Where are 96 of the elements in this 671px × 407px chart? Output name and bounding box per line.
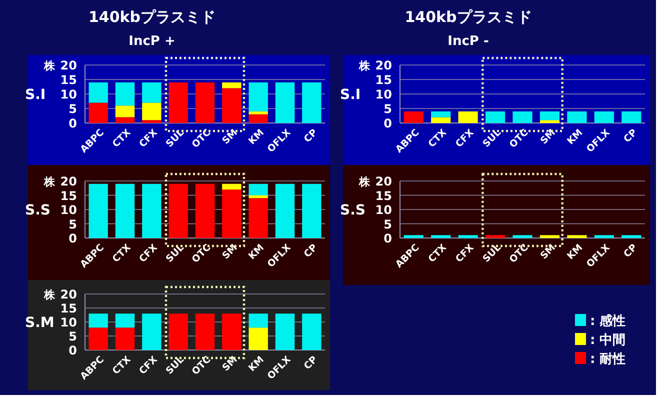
- text: 株: [43, 288, 56, 302]
- chart-title: 140kbプラスミド: [404, 8, 532, 26]
- y-tick-label: 5: [68, 102, 77, 116]
- bar: [540, 111, 560, 120]
- x-tick-label: CP: [622, 242, 640, 260]
- bar: [142, 102, 162, 120]
- legend-label: : 耐性: [590, 352, 626, 367]
- y-tick-label: 15: [375, 73, 392, 87]
- y-tick-label: 5: [68, 217, 77, 232]
- bar: [248, 114, 268, 123]
- y-tick-label: 20: [60, 58, 77, 72]
- chart-subtitle: IncP +: [128, 34, 176, 49]
- x-tick-label: CP: [302, 127, 320, 145]
- y-tick-label: 10: [60, 316, 77, 330]
- legend-label: : 感性: [590, 313, 626, 329]
- bar: [222, 82, 242, 88]
- text: 株: [43, 60, 56, 72]
- bar: [485, 111, 506, 123]
- bar: [88, 82, 108, 103]
- bar: [142, 82, 162, 103]
- x-tick-label: KM: [246, 127, 266, 148]
- y-tick-label: 0: [68, 344, 77, 358]
- y-axis-title: S.M: [25, 315, 54, 331]
- bar: [88, 184, 108, 238]
- bar: [115, 117, 135, 123]
- bar: [222, 88, 242, 123]
- y-axis-title: S.S: [25, 202, 50, 218]
- y-tick-label: 15: [60, 73, 77, 87]
- y-tick-label: 20: [60, 288, 77, 302]
- bar: [222, 184, 242, 190]
- y-tick-label: 5: [384, 102, 392, 116]
- x-tick-label: KM: [565, 127, 586, 148]
- y-tick-label: 10: [375, 203, 392, 217]
- bar: [248, 184, 268, 196]
- bar: [142, 184, 162, 238]
- y-tick-label: 15: [375, 188, 392, 203]
- y-tick-label: 5: [384, 217, 392, 232]
- bar: [302, 184, 322, 238]
- x-tick-label: KM: [246, 242, 266, 262]
- y-tick-label: 0: [384, 116, 392, 130]
- bar: [275, 184, 295, 238]
- bar: [404, 111, 424, 123]
- text: 株: [358, 176, 371, 188]
- y-tick-label: 10: [375, 88, 392, 102]
- bar: [594, 111, 614, 123]
- bar: [222, 190, 242, 238]
- bar: [431, 111, 451, 118]
- y-tick-label: 20: [60, 174, 77, 188]
- y-tick-label: 15: [60, 302, 77, 316]
- bar: [248, 198, 268, 238]
- chart-subtitle: IncP -: [448, 34, 489, 49]
- x-tick-label: KM: [565, 242, 586, 262]
- bar: [567, 111, 587, 123]
- y-tick-label: 20: [375, 174, 392, 188]
- bar: [115, 184, 135, 238]
- x-tick-label: SUL: [481, 127, 504, 150]
- bar: [195, 184, 215, 238]
- y-axis-title: S.I: [25, 87, 46, 103]
- legend-label: : 中間: [590, 333, 626, 348]
- x-tick-label: SUL: [164, 242, 186, 265]
- x-tick-label: SM: [220, 354, 240, 374]
- y-tick-label: 10: [60, 203, 77, 217]
- bar: [512, 111, 532, 123]
- y-tick-label: 15: [60, 188, 77, 203]
- x-tick-label: SM: [220, 242, 240, 262]
- bar: [115, 106, 135, 118]
- y-tick-label: 20: [375, 58, 392, 72]
- bar: [142, 120, 162, 123]
- bar: [540, 120, 560, 123]
- bar: [275, 82, 295, 123]
- y-tick-label: 0: [384, 232, 392, 246]
- bar: [168, 82, 188, 123]
- y-tick-label: 5: [68, 330, 77, 344]
- chart-title: 140kbプラスミド: [88, 8, 216, 26]
- bar: [115, 82, 135, 106]
- y-axis-title: S.I: [340, 87, 361, 103]
- y-tick-label: 0: [68, 116, 77, 130]
- bar: [248, 111, 268, 114]
- x-tick-label: CP: [302, 354, 320, 372]
- bar: [431, 117, 451, 123]
- x-tick-label: SM: [538, 127, 558, 147]
- bar: [302, 82, 322, 123]
- text: 株: [43, 176, 56, 188]
- bar: [195, 82, 215, 123]
- x-tick-label: KM: [246, 354, 266, 374]
- y-tick-label: 0: [68, 232, 77, 246]
- bar: [622, 111, 642, 123]
- x-tick-label: CP: [302, 242, 320, 260]
- x-tick-label: CP: [622, 127, 640, 145]
- text: 株: [358, 60, 371, 72]
- bar: [458, 111, 478, 123]
- y-tick-label: 10: [60, 88, 77, 102]
- y-axis-title: S.S: [340, 202, 366, 218]
- bar: [168, 184, 188, 238]
- bar: [248, 82, 268, 112]
- bar: [88, 102, 108, 123]
